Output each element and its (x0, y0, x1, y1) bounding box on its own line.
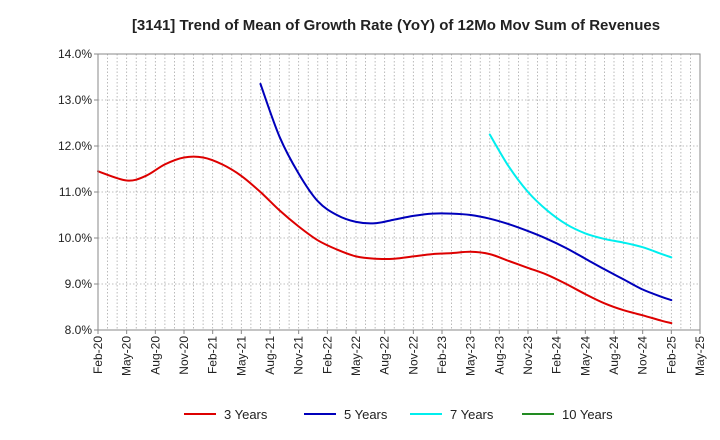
legend-item-10-years: 10 Years (522, 407, 613, 422)
grid (98, 54, 700, 330)
y-tick-label: 12.0% (58, 139, 92, 153)
x-tick-label: May-20 (120, 336, 134, 376)
x-tick-label: May-25 (693, 336, 707, 376)
x-tick-label: Feb-20 (91, 336, 105, 374)
legend-item-7-years: 7 Years (410, 407, 494, 422)
series-line-7-years (488, 133, 673, 259)
chart-title: [3141] Trend of Mean of Growth Rate (YoY… (132, 17, 660, 34)
legend-label: 10 Years (562, 407, 613, 422)
x-tick-label: Aug-22 (378, 336, 392, 375)
legend-label: 7 Years (450, 407, 494, 422)
x-tick-label: Nov-20 (177, 336, 191, 375)
x-tick-label: May-22 (349, 336, 363, 376)
x-tick-label: Aug-23 (492, 336, 506, 375)
series-line-3-years (97, 155, 673, 325)
y-tick-label: 8.0% (65, 323, 93, 337)
legend: 3 Years 5 Years 7 Years 10 Years (184, 407, 613, 422)
y-tick-label: 13.0% (58, 93, 92, 107)
series-lines (97, 82, 673, 325)
x-tick-label: Aug-24 (607, 336, 621, 375)
x-tick-label: Nov-24 (636, 336, 650, 375)
legend-label: 3 Years (224, 407, 268, 422)
x-tick-label: Feb-25 (664, 336, 678, 374)
x-tick-label: May-23 (464, 336, 478, 376)
x-tick-label: Nov-22 (406, 336, 420, 375)
legend-item-5-years: 5 Years (304, 407, 388, 422)
x-tick-label: May-21 (234, 336, 248, 376)
series-line-5-years (259, 82, 673, 302)
x-tick-label: Aug-21 (263, 336, 277, 375)
x-tick-label: Feb-22 (320, 336, 334, 374)
x-tick-label: Feb-24 (550, 336, 564, 374)
axes: 8.0% 9.0% 10.0% 11.0% 12.0% 13.0% 14.0% Feb-20 M… (58, 47, 707, 376)
y-tick-label: 9.0% (65, 277, 93, 291)
legend-item-3-years: 3 Years (184, 407, 268, 422)
x-tick-label: Aug-20 (148, 336, 162, 375)
y-tick-label: 14.0% (58, 47, 92, 61)
x-tick-label: Feb-23 (435, 336, 449, 374)
y-tick-label: 10.0% (58, 231, 92, 245)
x-tick-label: May-24 (578, 336, 592, 376)
legend-label: 5 Years (344, 407, 388, 422)
x-tick-label: Nov-21 (292, 336, 306, 375)
x-tick-label: Nov-23 (521, 336, 535, 375)
y-tick-label: 11.0% (59, 185, 92, 199)
x-tick-label: Feb-21 (206, 336, 220, 374)
